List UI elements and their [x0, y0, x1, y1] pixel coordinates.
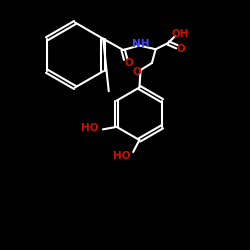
Text: OH: OH — [172, 29, 190, 39]
Text: HO: HO — [81, 123, 98, 133]
Text: O: O — [124, 58, 133, 68]
Text: O: O — [176, 44, 185, 54]
Text: O: O — [132, 67, 141, 77]
Text: HO: HO — [113, 151, 131, 161]
Text: NH: NH — [132, 39, 150, 49]
